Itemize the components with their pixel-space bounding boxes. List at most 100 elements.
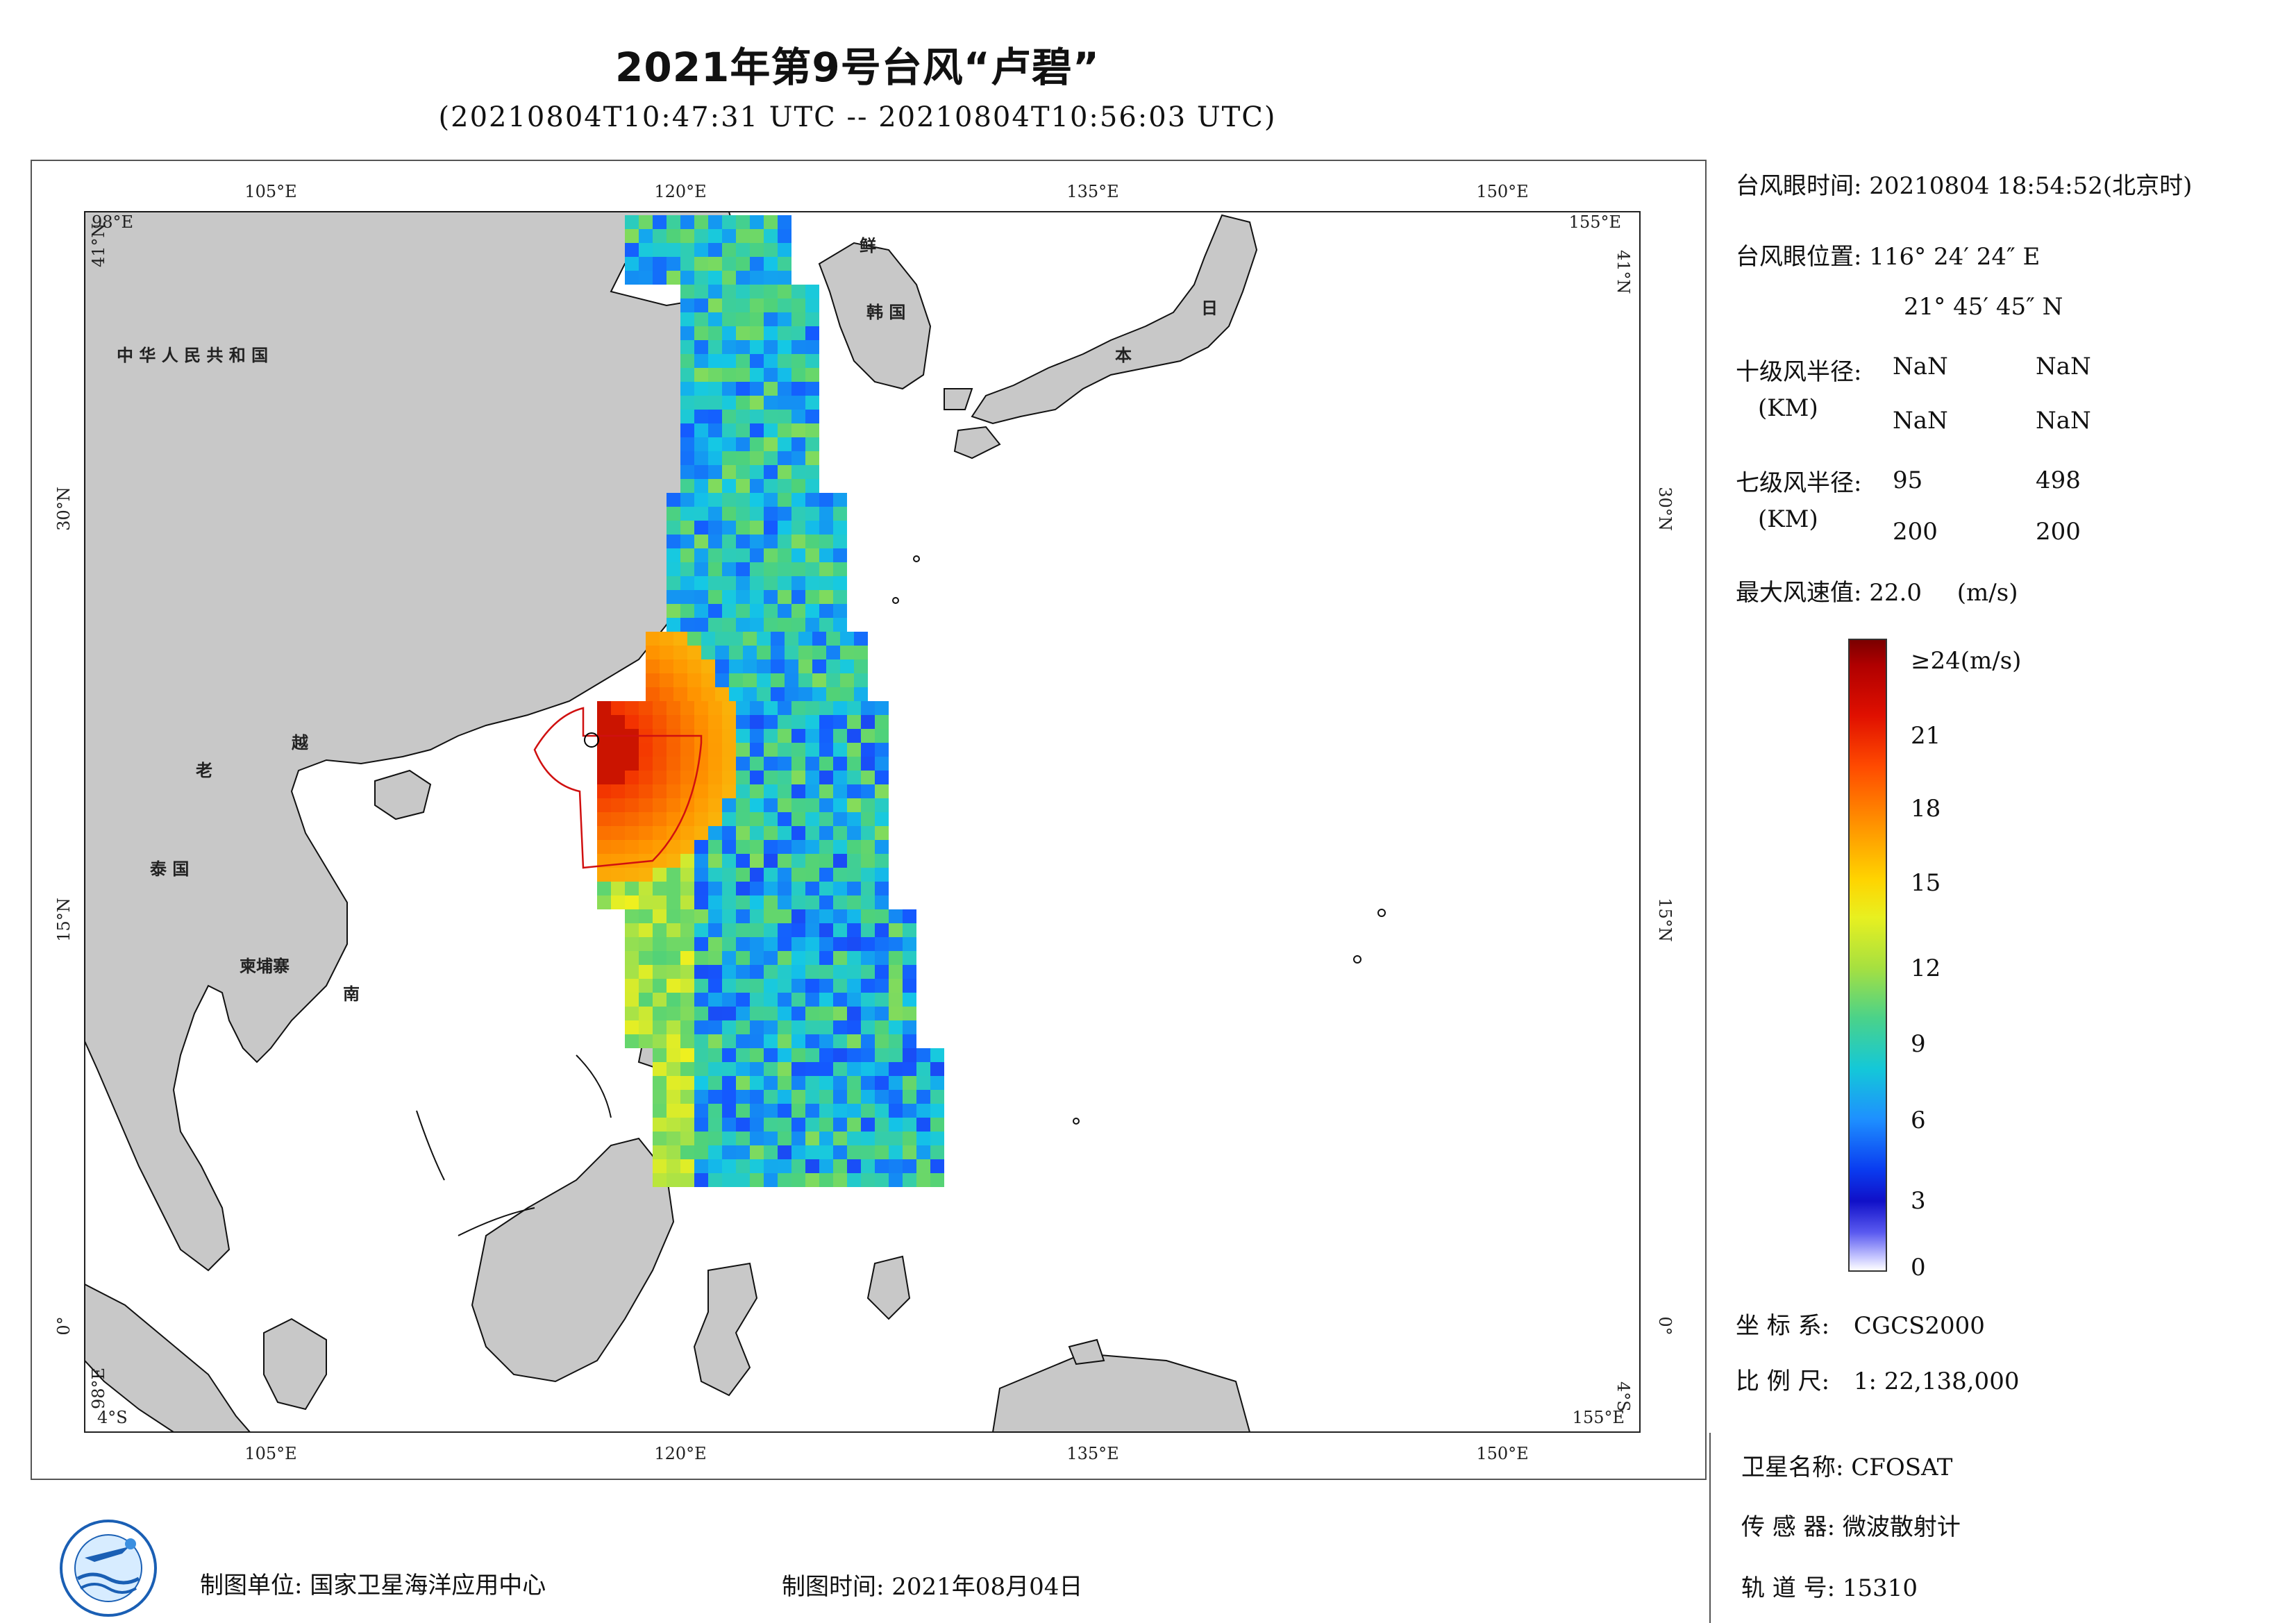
wind-cell — [805, 1020, 819, 1034]
wind-cell — [750, 521, 764, 535]
wind-cell — [750, 576, 764, 590]
wind-cell — [875, 1104, 889, 1118]
wind-cell — [778, 507, 791, 521]
wind-cell — [916, 1048, 930, 1062]
wind-cell — [903, 1034, 916, 1048]
wind-cell — [736, 604, 750, 618]
wind-cell — [875, 840, 889, 854]
wind-cell — [833, 715, 847, 729]
wind-cell — [778, 1159, 791, 1173]
eye-position-lat: 21° 45′ 45″ N — [1904, 293, 2063, 321]
wind-cell — [694, 326, 708, 340]
wind-cell — [847, 1118, 861, 1132]
wind-cell — [778, 271, 791, 285]
wind-cell — [680, 396, 694, 410]
wind-cell — [861, 812, 875, 826]
wind-cell — [791, 1007, 805, 1020]
wind-cell — [667, 521, 680, 535]
wind-cell — [861, 826, 875, 840]
wind-cell — [861, 937, 875, 951]
eye-position-label: 台风眼位置: — [1736, 243, 1862, 271]
wind-cell — [708, 548, 722, 562]
wind-cell — [771, 687, 785, 701]
wind-cell — [764, 298, 778, 312]
r10-unit: (KM) — [1758, 394, 1818, 422]
wind-cell — [778, 826, 791, 840]
wind-cell — [653, 1118, 667, 1132]
wind-cell — [736, 368, 750, 382]
wind-cell — [694, 215, 708, 229]
wind-cell — [778, 868, 791, 882]
wind-cell — [764, 882, 778, 895]
wind-cell — [764, 548, 778, 562]
wind-cell — [764, 257, 778, 271]
wind-cell — [930, 1118, 944, 1132]
lon-tick-top: 105°E — [244, 182, 296, 201]
wind-cell — [833, 909, 847, 923]
wind-cell — [680, 312, 694, 326]
wind-cell — [736, 1020, 750, 1034]
wind-cell — [805, 771, 819, 784]
wind-cell — [805, 951, 819, 965]
wind-cell — [778, 1090, 791, 1104]
wind-cell — [847, 701, 861, 715]
wind-cell — [875, 784, 889, 798]
wind-cell — [840, 673, 854, 687]
wind-cell — [736, 784, 750, 798]
wind-cell — [930, 1090, 944, 1104]
wind-cell — [930, 1159, 944, 1173]
wind-cell — [764, 854, 778, 868]
wind-cell — [805, 923, 819, 937]
wind-cell — [750, 895, 764, 909]
wind-cell — [764, 271, 778, 285]
wind-cell — [889, 1173, 903, 1187]
wind-cell — [875, 937, 889, 951]
wind-cell — [847, 826, 861, 840]
wind-cell — [736, 1062, 750, 1076]
wind-cell — [819, 1118, 833, 1132]
country-label: 泰 国 — [150, 859, 189, 879]
wind-swath — [597, 215, 944, 1187]
wind-cell — [833, 618, 847, 632]
wind-cell — [819, 1104, 833, 1118]
wind-cell — [750, 840, 764, 854]
wind-cell — [764, 396, 778, 410]
wind-cell — [750, 1020, 764, 1034]
wind-cell — [861, 701, 875, 715]
wind-cell — [736, 951, 750, 965]
date-label: 制图时间: — [782, 1573, 885, 1601]
satellite-label: 卫星名称: — [1741, 1454, 1844, 1481]
wind-cell — [778, 895, 791, 909]
wind-cell — [819, 1007, 833, 1020]
wind-cell — [653, 951, 667, 965]
r7-value-sw: 200 — [1893, 518, 1938, 546]
wind-cell — [708, 437, 722, 451]
wind-cell — [819, 937, 833, 951]
wind-cell — [680, 423, 694, 437]
sensor-row: 传 感 器: 微波散射计 — [1741, 1508, 1961, 1542]
wind-cell — [687, 632, 701, 646]
wind-cell — [819, 757, 833, 771]
wind-cell — [750, 271, 764, 285]
wind-cell — [736, 1048, 750, 1062]
wind-cell — [750, 812, 764, 826]
wind-cell — [694, 507, 708, 521]
wind-cell — [639, 895, 653, 909]
wind-cell — [805, 1104, 819, 1118]
wind-cell — [757, 673, 771, 687]
wind-cell — [930, 1145, 944, 1159]
wind-cell — [653, 1132, 667, 1145]
wind-cell — [667, 618, 680, 632]
wind-cell — [736, 1090, 750, 1104]
wind-cell — [791, 451, 805, 465]
wind-cell — [819, 1132, 833, 1145]
wind-cell — [819, 562, 833, 576]
wind-cell — [639, 882, 653, 895]
wind-cell — [680, 285, 694, 298]
wind-cell — [889, 979, 903, 993]
max-wind-unit: (m/s) — [1956, 579, 2018, 607]
wind-cell — [791, 868, 805, 882]
wind-cell — [667, 937, 680, 951]
wind-cell — [722, 1145, 736, 1159]
wind-cell — [757, 632, 771, 646]
